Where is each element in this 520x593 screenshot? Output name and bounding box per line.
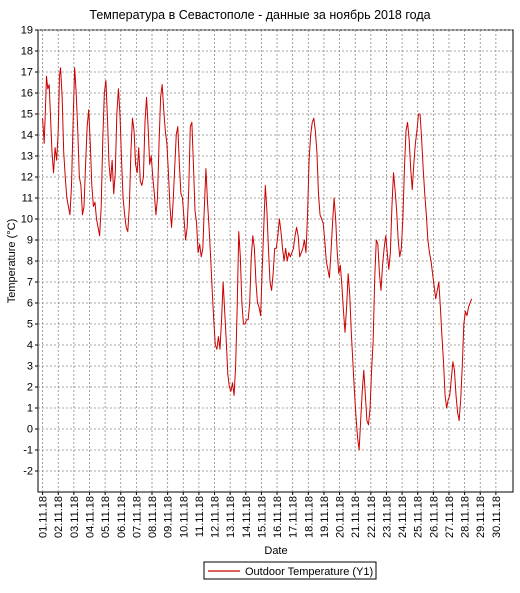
x-tick-label: 27.11.18 <box>444 496 456 538</box>
legend-box <box>203 561 377 580</box>
x-tick-label: 23.11.18 <box>381 496 393 538</box>
y-axis-label: Temperature (°C) <box>6 219 18 303</box>
y-tick-label: 11 <box>22 193 33 205</box>
x-tick-label: 22.11.18 <box>366 496 378 538</box>
y-tick-label: -2 <box>23 466 33 478</box>
y-tick-label: 3 <box>27 361 33 373</box>
y-tick-label: 1 <box>27 403 33 415</box>
x-tick-label: 03.11.18 <box>69 496 81 538</box>
x-tick-label: 16.11.18 <box>272 496 284 538</box>
y-tick-label: 0 <box>27 424 33 436</box>
x-tick-label: 15.11.18 <box>256 496 268 538</box>
x-tick-label: 07.11.18 <box>131 496 143 538</box>
y-tick-label: 9 <box>27 235 33 247</box>
y-tick-label: 7 <box>27 277 33 289</box>
x-tick-label: 24.11.18 <box>397 496 409 538</box>
x-tick-label: 20.11.18 <box>335 496 347 538</box>
y-tick-label: 2 <box>27 382 33 394</box>
x-tick-label: 19.11.18 <box>319 496 331 538</box>
x-tick-label: 25.11.18 <box>413 496 425 538</box>
x-tick-label: 11.11.18 <box>194 496 206 537</box>
y-tick-label: 17 <box>21 67 33 79</box>
x-tick-label: 18.11.18 <box>303 496 315 538</box>
chart-title: Температура в Севастополе - данные за но… <box>89 8 430 22</box>
x-tick-label: 12.11.18 <box>210 496 222 538</box>
y-tick-label: 18 <box>21 46 33 58</box>
x-tick-label: 17.11.18 <box>288 496 300 538</box>
y-tick-label: 16 <box>21 88 33 100</box>
x-tick-label: 30.11.18 <box>491 496 503 538</box>
x-tick-label: 05.11.18 <box>100 496 112 538</box>
y-tick-label: 6 <box>27 298 33 310</box>
y-tick-label: -1 <box>23 445 33 457</box>
y-tick-label: 12 <box>21 172 33 184</box>
x-tick-label: 09.11.18 <box>163 496 175 538</box>
y-tick-label: 14 <box>21 130 33 142</box>
x-tick-label: 21.11.18 <box>350 496 362 538</box>
x-tick-label: 28.11.18 <box>460 496 472 538</box>
y-tick-label: 13 <box>21 151 33 163</box>
y-tick-label: 8 <box>27 256 33 268</box>
x-tick-label: 10.11.18 <box>178 496 190 538</box>
x-tick-label: 14.11.18 <box>241 496 253 538</box>
series-layer <box>42 67 473 451</box>
x-axis-label: Date <box>264 545 287 557</box>
y-tick-label: 4 <box>27 340 33 352</box>
y-tick-label: 5 <box>27 319 33 331</box>
x-tick-label: 29.11.18 <box>475 496 487 538</box>
legend: Outdoor Temperature (Y1) <box>203 561 377 580</box>
x-tick-label: 13.11.18 <box>225 496 237 538</box>
x-tick-label: 26.11.18 <box>428 496 440 538</box>
y-tick-label: 19 <box>21 25 33 37</box>
series-line-outdoor-temperature <box>42 67 473 451</box>
y-tick-label: 10 <box>21 214 33 226</box>
grid-lines <box>38 29 513 492</box>
x-tick-label: 04.11.18 <box>84 496 96 538</box>
x-axis-ticks: 01.11.18 02.11.18 03.11.18 04.11.18 05.11.18… <box>38 492 503 538</box>
x-tick-label: 08.11.18 <box>147 496 159 538</box>
y-tick-label: 15 <box>21 109 33 121</box>
x-tick-label: 02.11.18 <box>53 496 65 538</box>
x-tick-label: 06.11.18 <box>116 496 128 538</box>
x-tick-label: 01.11.18 <box>38 496 50 538</box>
legend-label: Outdoor Temperature (Y1) <box>245 566 373 578</box>
